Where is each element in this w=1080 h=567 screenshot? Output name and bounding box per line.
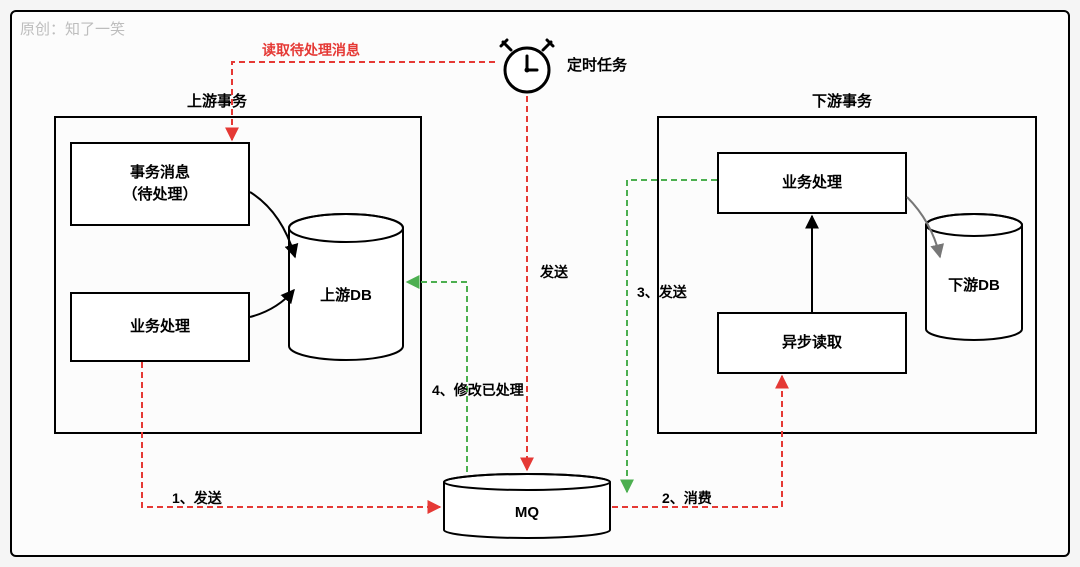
edge-4: 4、修改已处理: [432, 380, 524, 400]
edge-1: 1、发送: [172, 488, 222, 508]
db-up-cylinder: 上游DB: [287, 212, 405, 362]
mq-cylinder: MQ: [442, 472, 612, 540]
txn-msg-box: 事务消息 （待处理）: [70, 142, 250, 226]
biz-up-box: 业务处理: [70, 292, 250, 362]
watermark-text: 原创：知了一笑: [20, 18, 125, 39]
mq-label: MQ: [442, 504, 612, 521]
async-read-box: 异步读取: [717, 312, 907, 374]
biz-up-label: 业务处理: [130, 316, 190, 339]
timer-icon: [497, 36, 557, 96]
biz-down-box: 业务处理: [717, 152, 907, 214]
downstream-group-label: 下游事务: [812, 90, 872, 111]
timer-label: 定时任务: [567, 54, 627, 75]
biz-down-label: 业务处理: [782, 172, 842, 195]
txn-msg-line1: 事务消息: [130, 162, 190, 185]
edge-2: 2、消费: [662, 488, 712, 508]
edge-read-pending: 读取待处理消息: [262, 40, 360, 60]
edge-send: 发送: [540, 262, 568, 282]
db-up-label: 上游DB: [287, 284, 405, 305]
txn-msg-line2: （待处理）: [122, 184, 197, 207]
db-down-label: 下游DB: [924, 274, 1024, 295]
db-down-cylinder: 下游DB: [924, 212, 1024, 342]
edge-3: 3、发送: [637, 282, 687, 302]
diagram-canvas: 原创：知了一笑 上游事务 下游事务 事务消息 （待处理） 业务处理 上游DB 定…: [10, 10, 1070, 557]
upstream-group-label: 上游事务: [187, 90, 247, 111]
async-read-label: 异步读取: [782, 332, 842, 355]
